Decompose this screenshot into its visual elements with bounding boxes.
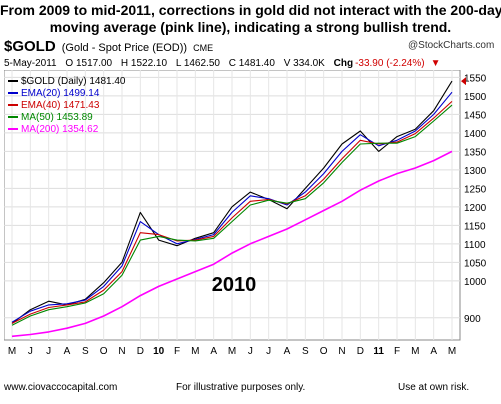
x-tick-label: D [137, 346, 144, 357]
x-tick-label: J [266, 346, 271, 357]
y-tick-label: 1550 [464, 73, 487, 84]
down-arrow-icon: ▼ [430, 58, 441, 69]
series-line-ma-50 [11, 104, 453, 326]
x-tick-label: J [28, 346, 33, 357]
y-tick-label: 900 [464, 314, 481, 325]
quote-high: H 1522.10 [120, 58, 168, 69]
x-tick-label: J [46, 346, 51, 357]
series-line-ema-20 [11, 91, 453, 323]
footer-risk: Use at own risk. [398, 382, 470, 393]
x-tick-label: F [174, 346, 180, 357]
x-tick-label: A [64, 346, 71, 357]
legend-entry: MA(200) 1354.62 [21, 124, 99, 135]
y-tick-label: 1400 [464, 129, 487, 140]
x-tick-label: S [82, 346, 89, 357]
legend-entry: $GOLD (Daily) 1481.40 [21, 76, 126, 87]
y-tick-label: 1200 [464, 203, 487, 214]
x-tick-label: 11 [373, 346, 384, 357]
x-tick-label: F [394, 346, 400, 357]
legend-entry: EMA(40) 1471.43 [21, 100, 100, 111]
series-line-ema-40 [11, 100, 453, 324]
quote-line: 5-May-2011 O 1517.00 H 1522.10 L 1462.50… [4, 58, 494, 69]
x-tick-label: A [210, 346, 217, 357]
y-tick-label: 1250 [464, 184, 487, 195]
footer-website: www.ciovaccocapital.com [4, 382, 118, 393]
legend-entry: MA(50) 1453.89 [21, 112, 93, 123]
x-tick-label: M [228, 346, 236, 357]
y-tick-label: 1000 [464, 277, 487, 288]
quote-change-label: Chg [333, 58, 354, 69]
x-tick-label: 10 [153, 346, 165, 357]
quote-date: 5-May-2011 [4, 58, 57, 69]
x-tick-label: O [100, 346, 108, 357]
ticker-symbol: $GOLD [4, 38, 56, 55]
y-tick-label: 1450 [464, 110, 487, 121]
quote-change-value: -33.90 (-2.24%) [355, 58, 425, 69]
y-axis: 900 1000 1050 1100 1150 1200 1250 1300 1350 1400 1… [461, 73, 487, 325]
x-tick-label: O [320, 346, 328, 357]
footer-disclaimer: For illustrative purposes only. [176, 382, 306, 393]
chart-headline: From 2009 to mid-2011, corrections in go… [0, 2, 501, 36]
ticker-name: (Gold - Spot Price (EOD)) [61, 42, 188, 54]
y-tick-label: 1350 [464, 147, 487, 158]
y-tick-label: 1100 [464, 240, 486, 251]
series-line-ma-200 [11, 150, 453, 338]
ticker-header: $GOLD (Gold - Spot Price (EOD)) CME [4, 38, 213, 55]
stockcharts-brand: @StockCharts.com [408, 40, 495, 51]
headline-line-1: From 2009 to mid-2011, corrections in go… [0, 2, 501, 18]
x-tick-label: A [430, 346, 437, 357]
chart-svg: 900 1000 1050 1100 1150 1200 1250 1300 1350 1400 1… [3, 69, 487, 357]
x-tick-label: M [411, 346, 419, 357]
series-lines [11, 80, 453, 338]
x-tick-label: D [357, 346, 364, 357]
series-line-gold-daily [11, 80, 453, 324]
year-annotation: 2010 [212, 274, 257, 296]
grid-lines [4, 70, 460, 340]
last-price-marker [461, 77, 466, 86]
quote-open: O 1517.00 [65, 58, 113, 69]
x-tick-label: M [448, 346, 456, 357]
y-tick-label: 1050 [464, 258, 487, 269]
x-tick-label: M [8, 346, 16, 357]
x-tick-label: N [118, 346, 125, 357]
y-tick-label: 1500 [464, 92, 487, 103]
ticker-exchange: CME [193, 43, 214, 53]
x-tick-label: N [338, 346, 345, 357]
legend-entry: EMA(20) 1499.14 [21, 88, 100, 99]
x-axis: M J J A S O N D 10 F M A M J J A S O N D 11 F M A M [8, 346, 456, 357]
y-tick-label: 1150 [464, 221, 486, 232]
y-tick-label: 1300 [464, 166, 487, 177]
quote-close: C 1481.40 [228, 58, 275, 69]
x-tick-label: J [248, 346, 253, 357]
x-tick-label: S [302, 346, 309, 357]
price-chart: 900 1000 1050 1100 1150 1200 1250 1300 1350 1400 1… [3, 69, 496, 375]
quote-low: L 1462.50 [175, 58, 220, 69]
x-tick-label: A [284, 346, 291, 357]
x-tick-label: M [191, 346, 199, 357]
headline-line-2: moving average (pink line), indicating a… [49, 19, 452, 35]
quote-volume: V 334.0K [283, 58, 325, 69]
